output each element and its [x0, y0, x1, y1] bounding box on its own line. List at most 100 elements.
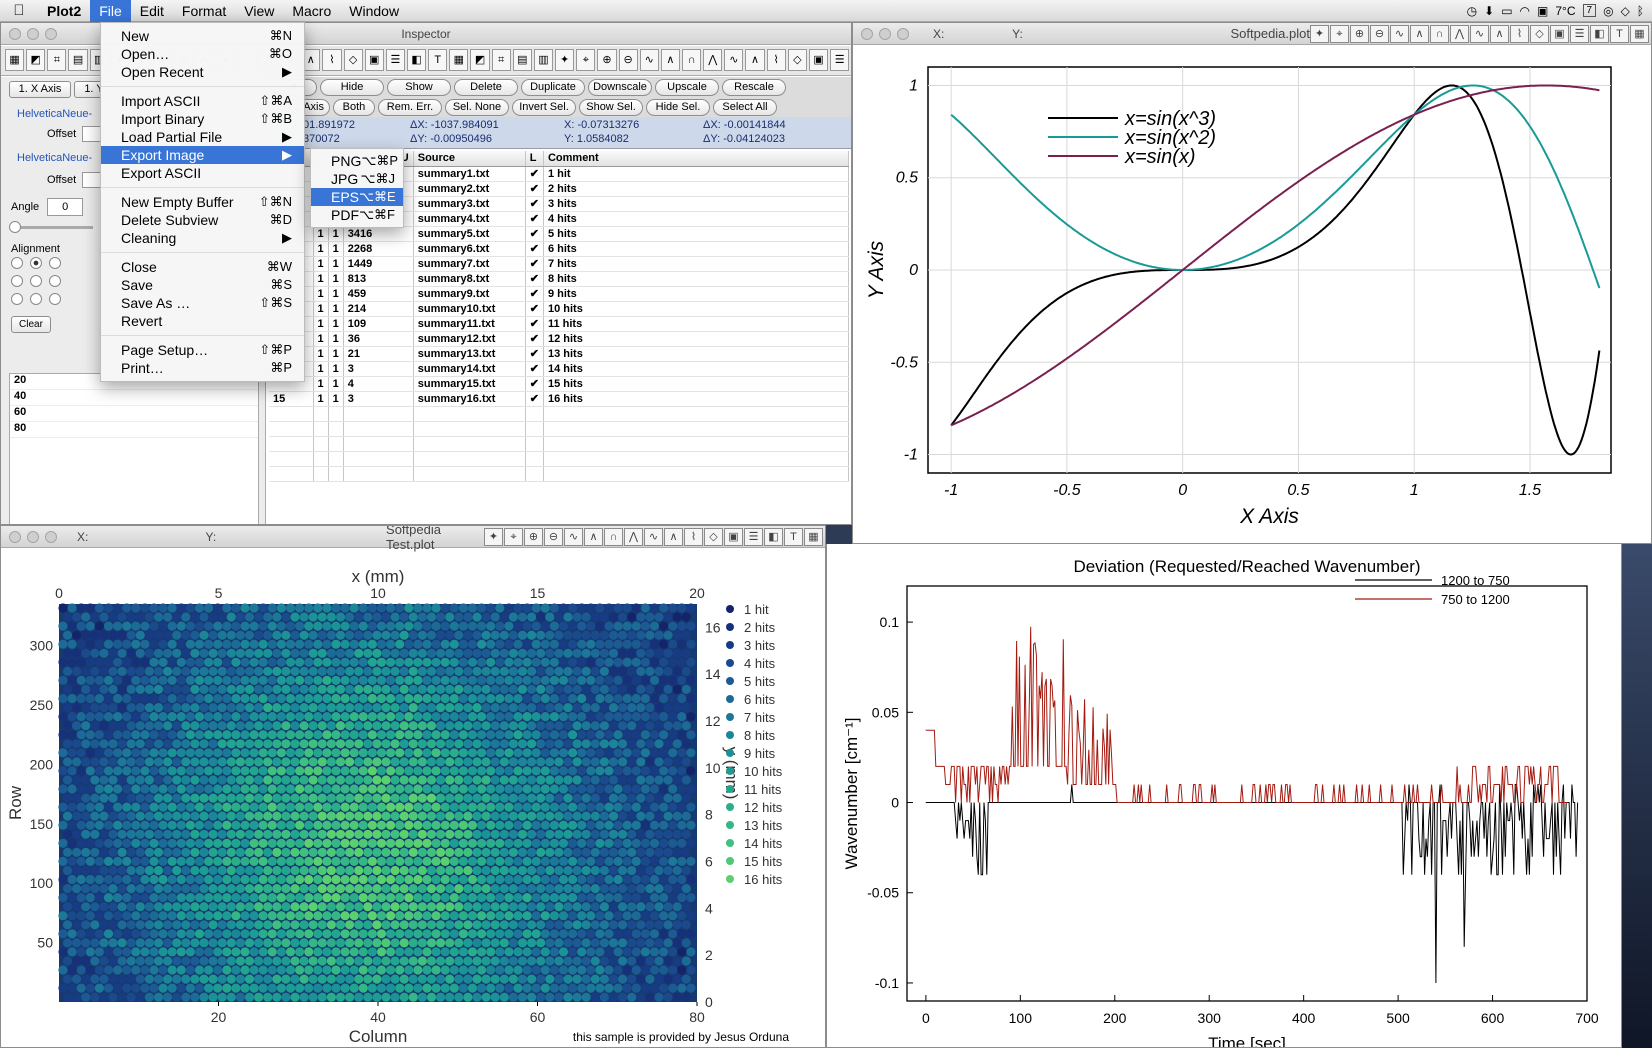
- angle-field[interactable]: 0: [47, 198, 84, 216]
- file-menu-item[interactable]: Page Setup… ⇧⌘P: [101, 341, 304, 359]
- tool-icon[interactable]: ⊕: [1350, 24, 1369, 43]
- file-menu-item[interactable]: New ⌘N: [101, 27, 304, 45]
- table-row[interactable]: 15 1 1 3 summary16.txt ✔ 16 hits: [269, 391, 850, 407]
- file-menu-item[interactable]: Save ⌘S: [101, 276, 304, 294]
- font-label-1[interactable]: HelveticaNeue-: [17, 108, 93, 120]
- tool-icon[interactable]: ◩: [26, 49, 46, 71]
- tool-icon[interactable]: ⋀: [1450, 24, 1469, 43]
- display-icon[interactable]: ▣: [1537, 3, 1549, 18]
- tool-icon[interactable]: ∿: [724, 49, 744, 71]
- file-menu-item[interactable]: Export Image ▶: [101, 146, 304, 164]
- inspector-btn_row1-button[interactable]: Show: [387, 79, 451, 96]
- minimize-icon[interactable]: [27, 27, 39, 40]
- tick-list-item[interactable]: 80: [10, 422, 258, 438]
- tick-list-item[interactable]: 40: [10, 390, 258, 406]
- tool-icon[interactable]: ⊕: [597, 49, 617, 71]
- tick-list-item[interactable]: 60: [10, 406, 258, 422]
- tool-icon[interactable]: ∧: [664, 527, 683, 546]
- menu-edit[interactable]: Edit: [139, 2, 164, 19]
- data-table[interactable]: U Source L Comment summary1.txt ✔ 1 hit sum…: [269, 151, 850, 482]
- tool-icon[interactable]: ✦: [1310, 24, 1329, 43]
- calendar-badge[interactable]: 7: [1582, 4, 1597, 17]
- col-header[interactable]: Source: [413, 151, 526, 167]
- tool-icon[interactable]: ∿: [1470, 24, 1489, 43]
- table-row[interactable]: 1 1 4 summary15.txt ✔ 15 hits: [269, 376, 850, 392]
- tool-icon[interactable]: ◩: [470, 49, 490, 71]
- inspector-btn_row2-button[interactable]: Show Sel.: [579, 99, 643, 116]
- align-mc[interactable]: [30, 275, 42, 287]
- tool-icon[interactable]: T: [1610, 24, 1629, 43]
- table-row-empty[interactable]: [269, 406, 850, 422]
- tool-icon[interactable]: ▦: [449, 49, 469, 71]
- close-icon[interactable]: [861, 27, 873, 40]
- zoom-icon[interactable]: [45, 530, 57, 543]
- tool-icon[interactable]: ⌇: [322, 49, 342, 71]
- tool-icon[interactable]: ☰: [830, 49, 850, 71]
- col-header[interactable]: Comment: [543, 151, 850, 167]
- tool-icon[interactable]: ◇: [1530, 24, 1549, 43]
- apple-icon[interactable]: : [0, 2, 38, 19]
- tool-icon[interactable]: ∧: [584, 527, 603, 546]
- inspector-btn_row2-button[interactable]: Sel. None: [445, 99, 509, 116]
- tool-icon[interactable]: ∿: [1390, 24, 1409, 43]
- tool-icon[interactable]: ⌇: [684, 527, 703, 546]
- minimize-icon[interactable]: [879, 27, 891, 40]
- tool-icon[interactable]: ∩: [682, 49, 702, 71]
- align-ml[interactable]: [11, 275, 23, 287]
- deviation-chart[interactable]: Deviation (Requested/Reached Wavenumber)…: [827, 544, 1622, 1048]
- tool-icon[interactable]: ∩: [1430, 24, 1449, 43]
- wifi-icon[interactable]: ◠: [1519, 3, 1531, 18]
- align-br[interactable]: [49, 293, 61, 305]
- tool-icon[interactable]: ∧: [660, 49, 680, 71]
- close-icon[interactable]: [9, 27, 21, 40]
- tool-icon[interactable]: ⌗: [47, 49, 67, 71]
- tool-icon[interactable]: ∩: [604, 527, 623, 546]
- col-header[interactable]: L: [525, 151, 544, 167]
- table-row[interactable]: 1 1 2268 summary6.txt ✔ 6 hits: [269, 241, 850, 257]
- clock-icon[interactable]: ◷: [1466, 3, 1478, 18]
- tool-icon[interactable]: ▣: [724, 527, 743, 546]
- export-menu-item[interactable]: JPG ⌥⌘J: [311, 170, 403, 188]
- tool-icon[interactable]: ▥: [533, 49, 554, 71]
- weather-text[interactable]: 7°C: [1555, 3, 1576, 18]
- file-menu-item[interactable]: Cleaning ▶: [101, 229, 304, 247]
- inspector-btn_row2-button[interactable]: Both: [333, 99, 375, 116]
- tool-icon[interactable]: ▤: [512, 49, 532, 71]
- tool-icon[interactable]: ▣: [808, 49, 829, 71]
- file-menu-item[interactable]: Revert: [101, 312, 304, 330]
- tool-icon[interactable]: ⌖: [576, 49, 596, 71]
- table-row[interactable]: 1 1 214 summary10.txt ✔ 10 hits: [269, 301, 850, 317]
- file-menu-item[interactable]: Save As … ⇧⌘S: [101, 294, 304, 312]
- menu-macro[interactable]: Macro: [292, 2, 332, 19]
- inspector-btn_row1-button[interactable]: Hide: [320, 79, 384, 96]
- inspector-btn_row2-button[interactable]: Invert Sel.: [512, 99, 576, 116]
- tool-icon[interactable]: ◧: [764, 527, 783, 546]
- file-menu-item[interactable]: Open Recent ▶: [101, 63, 304, 81]
- table-row-empty[interactable]: [269, 466, 850, 482]
- tool-icon[interactable]: ▣: [364, 49, 384, 71]
- tool-icon[interactable]: ▣: [1550, 24, 1569, 43]
- inspector-btn_row1-button[interactable]: Delete: [454, 79, 518, 96]
- align-bc[interactable]: [30, 293, 42, 305]
- tool-icon[interactable]: ✦: [555, 49, 575, 71]
- tool-icon[interactable]: ∿: [564, 527, 583, 546]
- tool-icon[interactable]: ⌇: [1510, 24, 1529, 43]
- tool-icon[interactable]: T: [784, 527, 803, 546]
- tool-icon[interactable]: ▦: [804, 527, 823, 546]
- tool-icon[interactable]: ◇: [787, 49, 807, 71]
- table-row[interactable]: 1 1 813 summary8.txt ✔ 8 hits: [269, 271, 850, 287]
- table-row[interactable]: 1 1 1449 summary7.txt ✔ 7 hits: [269, 256, 850, 272]
- tool-icon[interactable]: ◧: [406, 49, 427, 71]
- table-row[interactable]: 1 1 3416 summary5.txt ✔ 5 hits: [269, 226, 850, 242]
- file-menu-item[interactable]: Import Binary ⇧⌘B: [101, 110, 304, 128]
- export-menu-item[interactable]: PNG ⌥⌘P: [311, 152, 403, 170]
- menu-format[interactable]: Format: [181, 2, 227, 19]
- align-tr[interactable]: [49, 257, 61, 269]
- inspector-btn_row1-button[interactable]: Rescale: [722, 79, 786, 96]
- file-menu-item[interactable]: Open… ⌘O: [101, 45, 304, 63]
- tool-icon[interactable]: ∧: [1490, 24, 1509, 43]
- tool-icon[interactable]: ⊕: [524, 527, 543, 546]
- tick-list-item[interactable]: 20: [10, 374, 258, 390]
- tab-x-axis[interactable]: 1. X Axis: [9, 81, 71, 98]
